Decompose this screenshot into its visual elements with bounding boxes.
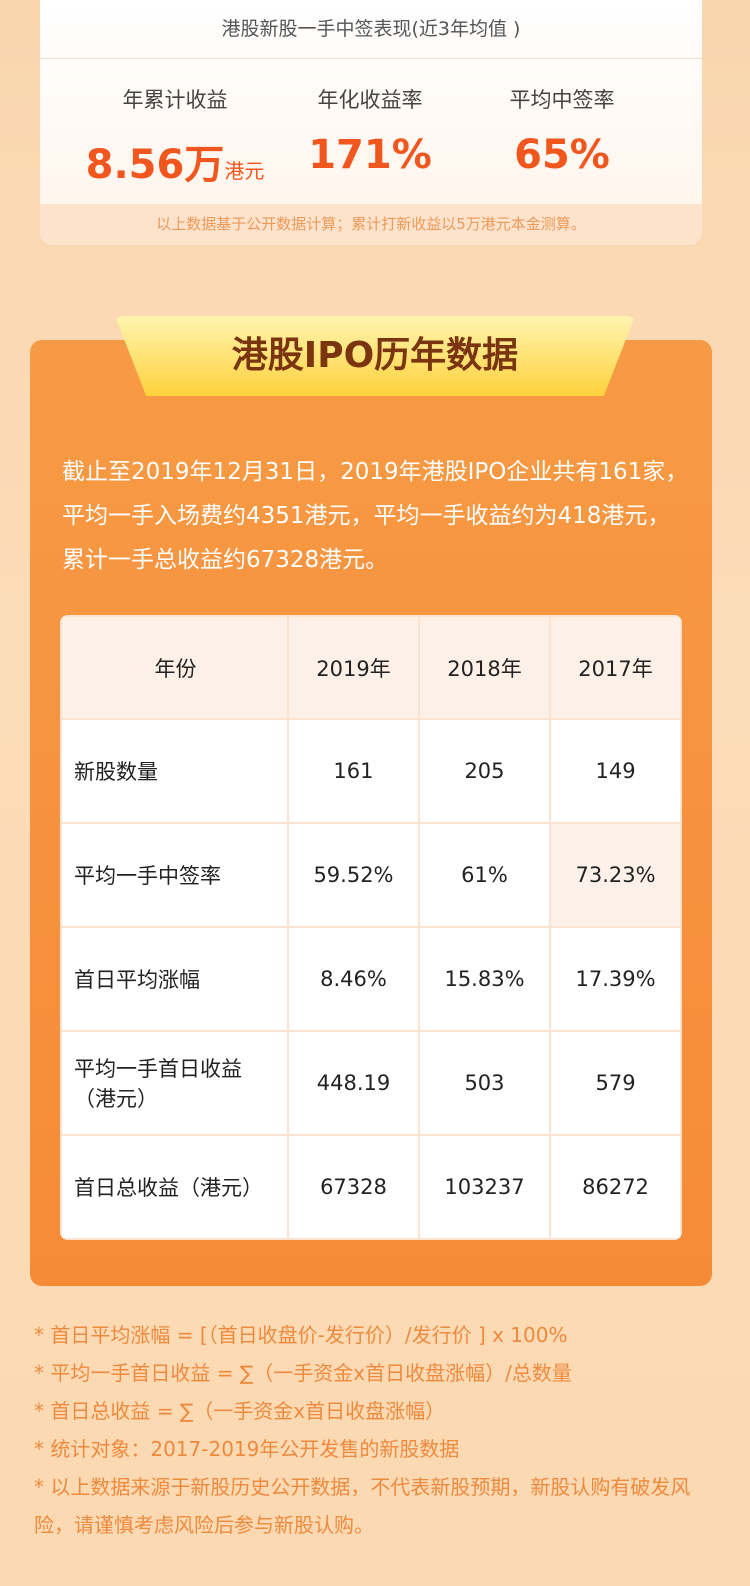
table-row: 首日平均涨幅 8.46% 15.83% 17.39%	[60, 926, 682, 1032]
header-cell: 2019年	[287, 615, 420, 720]
stat-label: 年累计收益	[122, 88, 228, 112]
table-cell: 86272	[549, 1134, 682, 1240]
header-cell: 2017年	[549, 615, 682, 720]
table-cell: 103237	[417, 1134, 552, 1240]
table-cell: 448.19	[287, 1030, 420, 1136]
table-cell: 8.46%	[287, 926, 420, 1032]
stat-value: 65%	[514, 132, 610, 178]
stat-label: 平均中签率	[509, 88, 615, 112]
card-title: 港股新股一手中签表现(近3年均值 )	[221, 18, 521, 40]
table-cell: 161	[287, 718, 420, 824]
table-row: 首日总收益（港元） 67328 103237 86272	[60, 1134, 682, 1240]
stat-value: 171%	[308, 132, 432, 178]
ipo-table: 年份 2019年 2018年 2017年 新股数量 161 205 149 平均一手中签率 59.…	[60, 615, 682, 1240]
stat-label: 年化收益率	[317, 88, 423, 112]
table-cell: 首日平均涨幅	[60, 926, 289, 1032]
header-cell: 2018年	[417, 615, 552, 720]
stat-value-row: 171%	[260, 132, 480, 178]
table-cell: 17.39%	[549, 926, 682, 1032]
table-row: 新股数量 161 205 149	[60, 718, 682, 824]
table-cell: 67328	[287, 1134, 420, 1240]
footnote: * 统计对象：2017-2019年公开发售的新股数据	[34, 1437, 460, 1461]
footnote: * 首日总收益 = ∑（一手资金x首日收盘涨幅）	[34, 1399, 446, 1423]
table-cell: 205	[417, 718, 552, 824]
footnote: * 平均一手首日收益 = ∑（一手资金x首日收盘涨幅）/总数量	[34, 1361, 572, 1385]
stat-value-row: 65%	[452, 132, 672, 178]
divider	[40, 58, 702, 59]
card-note: 以上数据基于公开数据计算；累计打新收益以5万港元本金测算。	[40, 204, 702, 245]
table-cell: 59.52%	[287, 822, 420, 928]
table-cell: 503	[417, 1030, 552, 1136]
table-cell: 149	[549, 718, 682, 824]
table-cell: 579	[549, 1030, 682, 1136]
stat: 年累计收益 8.56万港元	[65, 84, 285, 190]
stat: 平均中签率 65%	[452, 84, 672, 178]
footnote: * 首日平均涨幅 = [（首日收盘价-发行价）/发行价 ] x 100%	[34, 1323, 568, 1347]
stat: 年化收益率 171%	[260, 84, 480, 178]
stat-unit: 港元	[224, 159, 265, 183]
intro-text: 截止至2019年12月31日，2019年港股IPO企业共有161家，平均一手入场…	[62, 459, 689, 573]
summary-card: 港股新股一手中签表现(近3年均值 ) 以上数据基于公开数据计算；累计打新收益以5…	[40, 0, 702, 245]
section-title: 港股IPO历年数据	[231, 335, 519, 376]
table-cell: 73.23%	[549, 822, 682, 928]
header-cell: 年份	[60, 615, 289, 720]
table-cell: 首日总收益（港元）	[60, 1134, 289, 1240]
footnotes: * 首日平均涨幅 = [（首日收盘价-发行价）/发行价 ] x 100% * 平均…	[34, 1316, 714, 1544]
stat-value: 8.56万	[85, 142, 225, 188]
table-row: 平均一手首日收益（港元） 448.19 503 579	[60, 1030, 682, 1136]
table-cell: 平均一手中签率	[60, 822, 289, 928]
table-cell: 平均一手首日收益（港元）	[60, 1030, 289, 1136]
stat-value-row: 8.56万港元	[65, 132, 285, 190]
table-row: 平均一手中签率 59.52% 61% 73.23%	[60, 822, 682, 928]
table-header: 年份 2019年 2018年 2017年	[60, 615, 682, 720]
banner	[115, 316, 635, 396]
table-cell: 15.83%	[417, 926, 552, 1032]
table-cell: 61%	[417, 822, 552, 928]
footnote: * 以上数据来源于新股历史公开数据，不代表新股预期，新股认购有破发风险，请谨慎考…	[34, 1475, 691, 1537]
table-cell: 新股数量	[60, 718, 289, 824]
